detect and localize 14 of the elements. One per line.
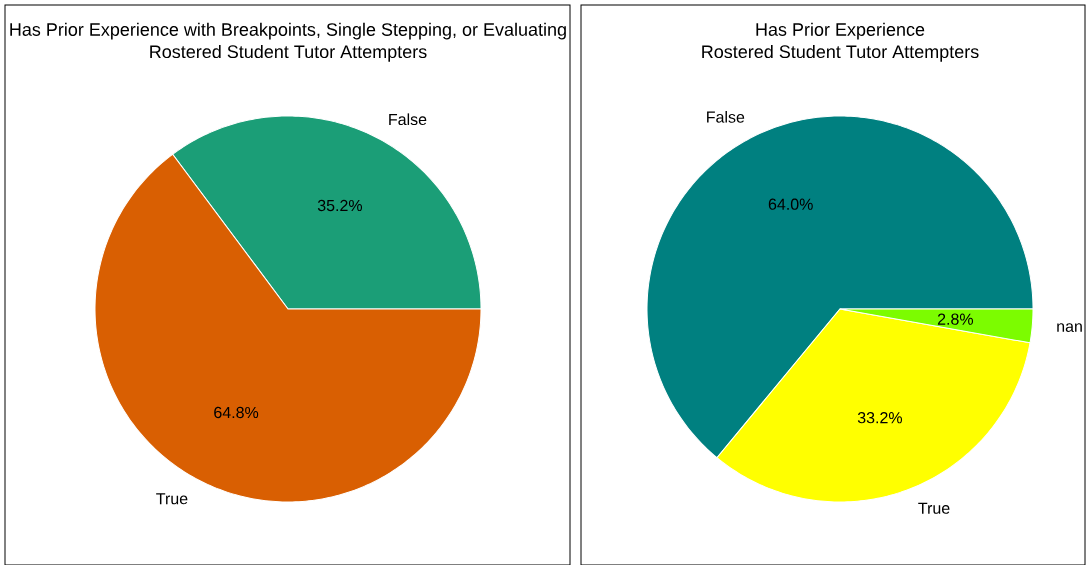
slice-label: False [389, 113, 427, 126]
slice-label: True [156, 493, 188, 505]
slice-label: True [918, 502, 950, 514]
slice-label: nan [1057, 323, 1082, 333]
data-label: 2.8% [937, 313, 974, 325]
chart-subtitle: Rostered Student Tutor Attempters [150, 44, 427, 62]
chart-subtitle: Rostered Student Tutor Attempters [702, 44, 979, 62]
chart-title: Has Prior Experience with Breakpoints, Single Stepping, or Evaluating [10, 22, 566, 40]
data-label: 64.0% [768, 198, 813, 210]
chart-title: Has Prior Experience [756, 22, 925, 40]
slice-label: False [707, 111, 745, 123]
data-label: 35.2% [317, 199, 363, 212]
data-label: 33.2% [857, 412, 903, 424]
data-label: 64.8% [214, 406, 259, 419]
